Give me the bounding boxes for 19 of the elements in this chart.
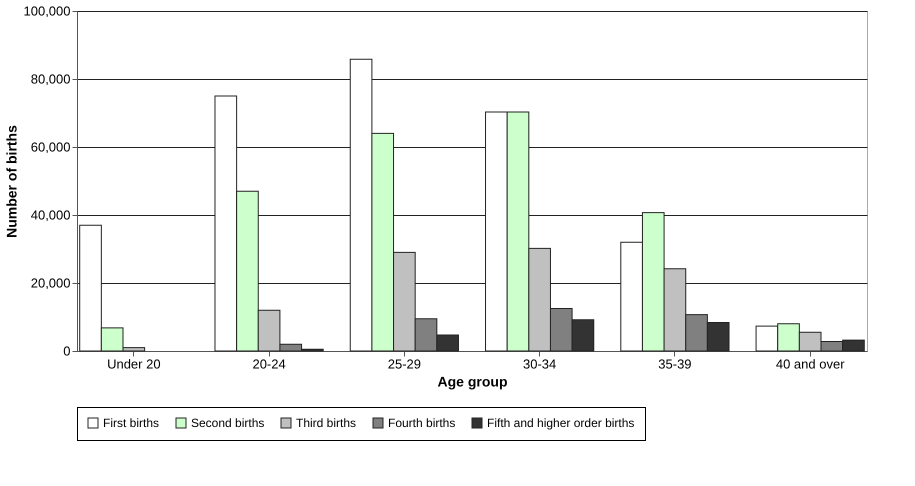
x-tick-label: 25-29: [388, 356, 421, 372]
legend-label: First births: [103, 416, 160, 430]
legend-label: Second births: [191, 416, 264, 430]
y-axis-title: Number of births: [4, 124, 20, 238]
y-tick-label: 80,000: [30, 72, 70, 86]
y-tick-label: 20,000: [30, 276, 70, 290]
legend-label: Fourth births: [388, 416, 456, 430]
x-tick-label: 40 and over: [776, 356, 846, 372]
y-tick-label: 0: [63, 344, 70, 358]
x-tick-label: 35-39: [658, 356, 692, 372]
x-tick-label: Under 20: [107, 356, 161, 372]
y-tick-label: 60,000: [30, 140, 70, 154]
legend-label: Fifth and higher order births: [487, 416, 634, 430]
y-tick-label: 40,000: [30, 208, 70, 222]
x-axis-title: Age group: [438, 374, 508, 390]
x-tick-label: 30-34: [523, 356, 556, 372]
x-tick-label: 20-24: [252, 356, 286, 372]
legend-label: Third births: [296, 416, 356, 430]
y-tick-label: 100,000: [24, 4, 70, 18]
